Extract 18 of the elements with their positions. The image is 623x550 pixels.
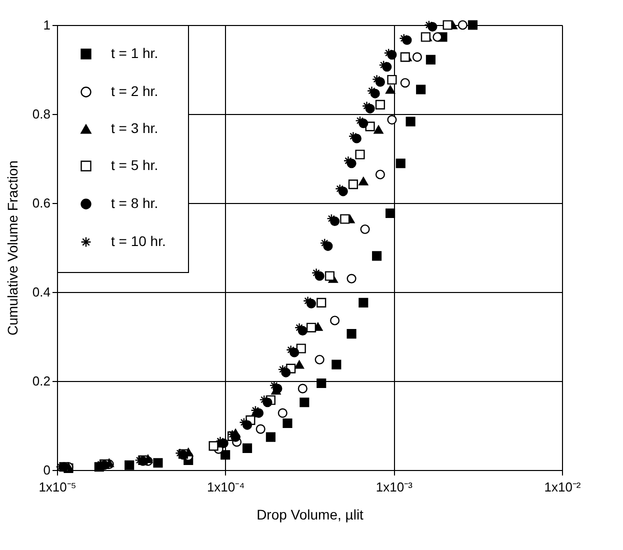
- legend-label: t = 8 hr.: [111, 195, 158, 211]
- legend-label: t = 2 hr.: [111, 83, 158, 99]
- x-tick-label: 1x10⁻²: [544, 480, 582, 494]
- y-tick-label: 0.6: [32, 196, 50, 210]
- x-tick-label: 1x10⁻⁵: [38, 480, 76, 494]
- legend-label: t = 3 hr.: [111, 120, 158, 136]
- y-tick-label: 0.2: [32, 374, 50, 388]
- x-tick-label: 1x10⁻⁴: [206, 480, 245, 494]
- legend-label: t = 10 hr.: [111, 233, 166, 249]
- y-tick-label: 0.4: [32, 284, 50, 300]
- legend-label: t = 5 hr.: [111, 157, 158, 173]
- y-tick-label: 0.8: [32, 106, 50, 122]
- x-tick-label: 1x10⁻³: [376, 480, 414, 494]
- x-axis-title: Drop Volume, µlit: [256, 506, 364, 522]
- y-tick-label: 1: [43, 18, 50, 32]
- y-axis-title: Cumulative Volume Fraction: [4, 160, 20, 336]
- y-tick-label: 0: [43, 462, 50, 478]
- legend-label: t = 1 hr.: [111, 45, 158, 61]
